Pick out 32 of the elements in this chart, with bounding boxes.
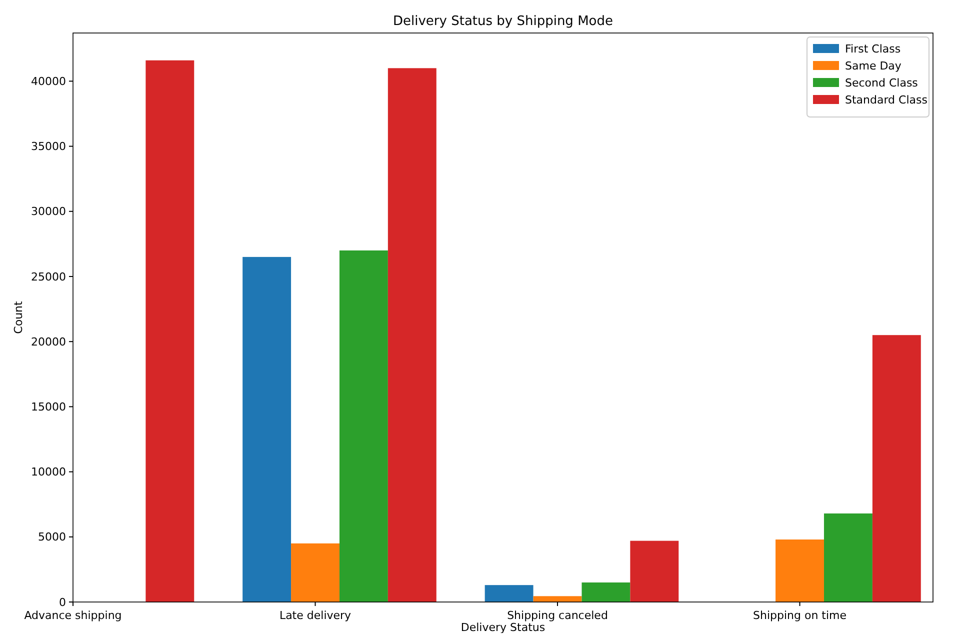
bar: [146, 60, 194, 602]
x-axis-title: Delivery Status: [460, 621, 546, 634]
x-tick-label: Shipping canceled: [507, 609, 608, 622]
y-tick-label: 10000: [31, 466, 66, 479]
bar: [630, 540, 679, 602]
bar: [339, 250, 388, 602]
y-tick-label: 40000: [31, 75, 66, 88]
x-tick-label: Late delivery: [279, 609, 352, 622]
legend-label: Same Day: [845, 59, 902, 72]
y-tick-label: 0: [59, 596, 66, 609]
bar: [533, 596, 582, 602]
bar: [484, 585, 534, 602]
legend-label: Second Class: [845, 76, 918, 90]
y-tick-label: 30000: [31, 205, 66, 218]
y-axis-title: Count: [12, 300, 25, 334]
chart-title: Delivery Status by Shipping Mode: [393, 14, 613, 29]
bar: [776, 540, 824, 602]
y-tick-label: 20000: [31, 335, 66, 348]
legend-label: First Class: [845, 42, 901, 56]
legend-label: Standard Class: [845, 93, 928, 106]
bar: [291, 543, 340, 602]
bar: [582, 582, 630, 602]
y-tick-label: 25000: [31, 270, 66, 284]
bar: [388, 68, 436, 602]
bar: [872, 335, 921, 602]
y-tick-label: 5000: [38, 530, 66, 544]
x-tick-label: Advance shipping: [24, 609, 122, 622]
y-tick-label: 35000: [31, 140, 66, 154]
y-tick-label: 15000: [31, 400, 66, 414]
bar: [824, 513, 872, 602]
x-tick-label: Shipping on time: [752, 609, 847, 622]
bar: [242, 256, 292, 602]
